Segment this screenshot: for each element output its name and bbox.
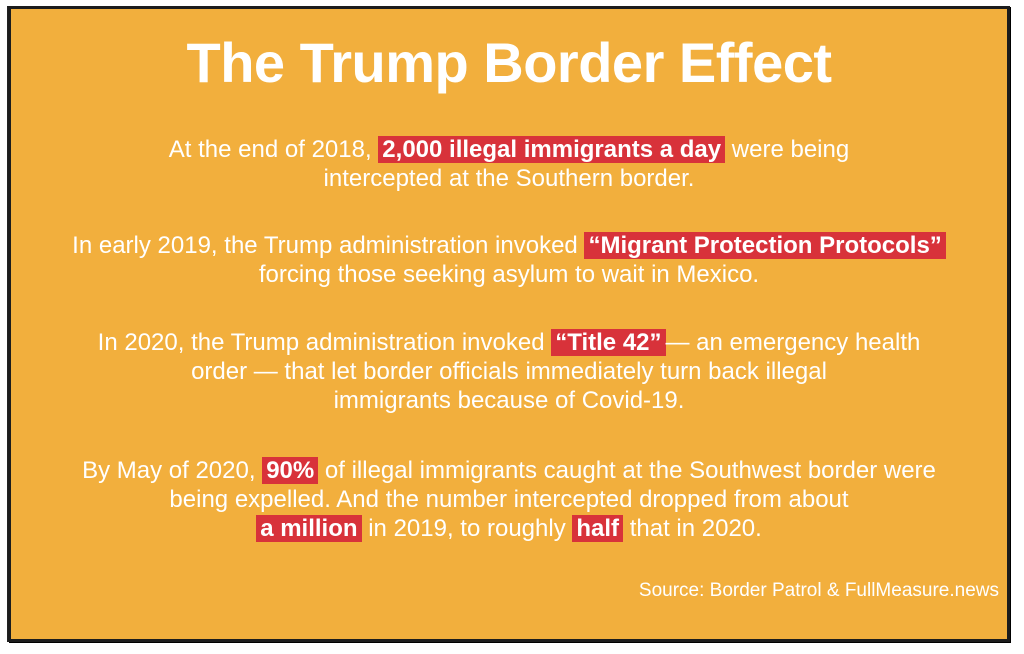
highlight-title-42: “Title 42” (551, 329, 666, 356)
paragraph-text: in 2019, to roughly (361, 515, 573, 542)
paragraph-2018: At the end of 2018, 2,000 illegal immigr… (31, 135, 987, 193)
paragraph-text: immigrants because of Covid-19. (333, 387, 685, 414)
paragraph-text: In 2020, the Trump administration invoke… (97, 329, 552, 356)
highlight-half: half (572, 515, 624, 542)
source-credit: Source: Border Patrol & FullMeasure.news (638, 580, 999, 601)
highlight-a-million: a million (256, 515, 362, 542)
highlight-2000-a-day: 2,000 illegal immigrants a day (378, 136, 726, 163)
paragraph-2019: In early 2019, the Trump administration … (31, 231, 987, 289)
paragraph-may-2020: By May of 2020, 90% of illegal immigrant… (31, 456, 987, 543)
paragraph-text: order — that let border officials immedi… (191, 358, 827, 385)
infographic-card: The Trump Border Effect At the end of 20… (8, 6, 1010, 642)
paragraph-text: forcing those seeking asylum to wait in … (258, 261, 760, 288)
paragraph-text: By May of 2020, (82, 457, 263, 484)
highlight-90-percent: 90% (262, 457, 319, 484)
paragraph-text: were being (725, 136, 850, 163)
paragraph-text: — an emergency health (665, 329, 921, 356)
paragraph-text: intercepted at the Southern border. (323, 165, 695, 192)
page-title: The Trump Border Effect (186, 31, 832, 94)
paragraph-text: In early 2019, the Trump administration … (72, 232, 585, 259)
paragraph-text: At the end of 2018, (168, 136, 379, 163)
paragraph-2020-title42: In 2020, the Trump administration invoke… (31, 328, 987, 415)
paragraph-text: of illegal immigrants caught at the Sout… (318, 457, 936, 484)
paragraph-text: that in 2020. (623, 515, 762, 542)
paragraph-text: being expelled. And the number intercept… (169, 486, 849, 513)
highlight-mpp: “Migrant Protection Protocols” (584, 232, 946, 259)
